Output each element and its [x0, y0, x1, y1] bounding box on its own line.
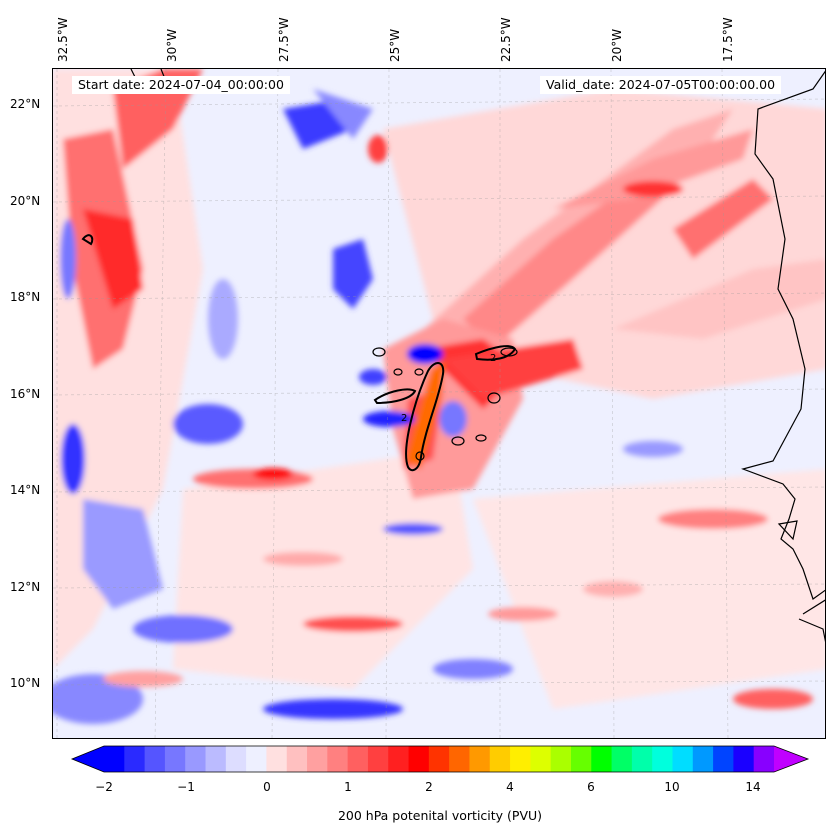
lat-label-20n: 20°N: [10, 194, 41, 208]
colorbar-tick-6: 6: [587, 780, 595, 794]
colorbar-swatch: [692, 746, 714, 772]
lat-label-18n: 18°N: [10, 290, 41, 304]
colorbar-tick-neg1: −1: [177, 780, 195, 794]
colorbar-tick-0: 0: [263, 780, 271, 794]
colorbar: [70, 745, 810, 773]
pv-field: [53, 69, 825, 724]
colorbar-swatch: [104, 746, 125, 772]
colorbar-label: 200 hPa potenital vorticity (PVU): [337, 808, 543, 823]
colorbar-swatch: [286, 746, 308, 772]
lat-label-10n: 10°N: [10, 676, 41, 690]
colorbar-extend-low: [72, 746, 104, 772]
colorbar-swatch: [124, 746, 146, 772]
colorbar-swatch: [631, 746, 653, 772]
colorbar-swatch: [550, 746, 572, 772]
colorbar-swatch: [347, 746, 369, 772]
colorbar-swatch: [672, 746, 694, 772]
colorbar-swatch: [428, 746, 450, 772]
colorbar-swatch: [611, 746, 633, 772]
colorbar-swatch: [225, 746, 247, 772]
lat-label-12n: 12°N: [10, 580, 41, 594]
lon-label-32-5w: 32.5°W: [56, 17, 70, 62]
colorbar-swatch: [733, 746, 755, 772]
colorbar-swatch: [367, 746, 389, 772]
colorbar-swatch: [489, 746, 511, 772]
colorbar-tick-14: 14: [745, 780, 761, 794]
valid-date-label: Valid_date: 2024-07-05T00:00:00.00: [540, 76, 782, 94]
lon-label-30w: 30°W: [165, 28, 179, 62]
start-date-label: Start date: 2024-07-04_00:00:00: [72, 76, 290, 94]
potential-vorticity-map: 2 2: [53, 69, 825, 738]
colorbar-swatch: [408, 746, 430, 772]
colorbar-swatch: [164, 746, 186, 772]
lon-label-25w: 25°W: [388, 28, 402, 62]
contour-label-2: 2: [490, 353, 496, 364]
colorbar-swatch: [185, 746, 207, 772]
colorbar-swatch: [510, 746, 531, 772]
lat-label-16n: 16°N: [10, 387, 41, 401]
colorbar-swatch: [327, 746, 349, 772]
colorbar-tick-4: 4: [506, 780, 514, 794]
colorbar-swatch: [591, 746, 613, 772]
lat-label-22n: 22°N: [10, 97, 41, 111]
colorbar-swatch: [713, 746, 734, 772]
colorbar-swatch: [570, 746, 592, 772]
lon-label-27-5w: 27.5°W: [277, 17, 291, 62]
colorbar-outline: [70, 745, 810, 773]
colorbar-tick-10: 10: [664, 780, 680, 794]
colorbar-swatch: [530, 746, 552, 772]
lat-label-14n: 14°N: [10, 483, 41, 497]
colorbar-swatch: [449, 746, 470, 772]
contour-label-1: 2: [401, 413, 407, 424]
colorbar-swatch: [144, 746, 166, 772]
colorbar-swatch: [307, 746, 328, 772]
grid-lines: [53, 69, 825, 738]
colorbar-swatch: [205, 746, 227, 772]
lon-label-17-5w: 17.5°W: [721, 17, 735, 62]
colorbar-swatch: [266, 746, 288, 772]
coastlines: [130, 69, 825, 643]
colorbar-swatch: [246, 746, 267, 772]
colorbar-swatch: [469, 746, 491, 772]
colorbar-swatch: [388, 746, 410, 772]
lon-label-20w: 20°W: [610, 28, 624, 62]
colorbar-extend-high: [774, 746, 808, 772]
lon-label-22-5w: 22.5°W: [499, 17, 513, 62]
colorbar-tick-2: 2: [425, 780, 433, 794]
colorbar-swatch: [652, 746, 673, 772]
colorbar-tick-neg2: −2: [95, 780, 113, 794]
map-frame: 2 2: [52, 68, 826, 739]
colorbar-tick-1: 1: [344, 780, 352, 794]
colorbar-swatch: [753, 746, 775, 772]
